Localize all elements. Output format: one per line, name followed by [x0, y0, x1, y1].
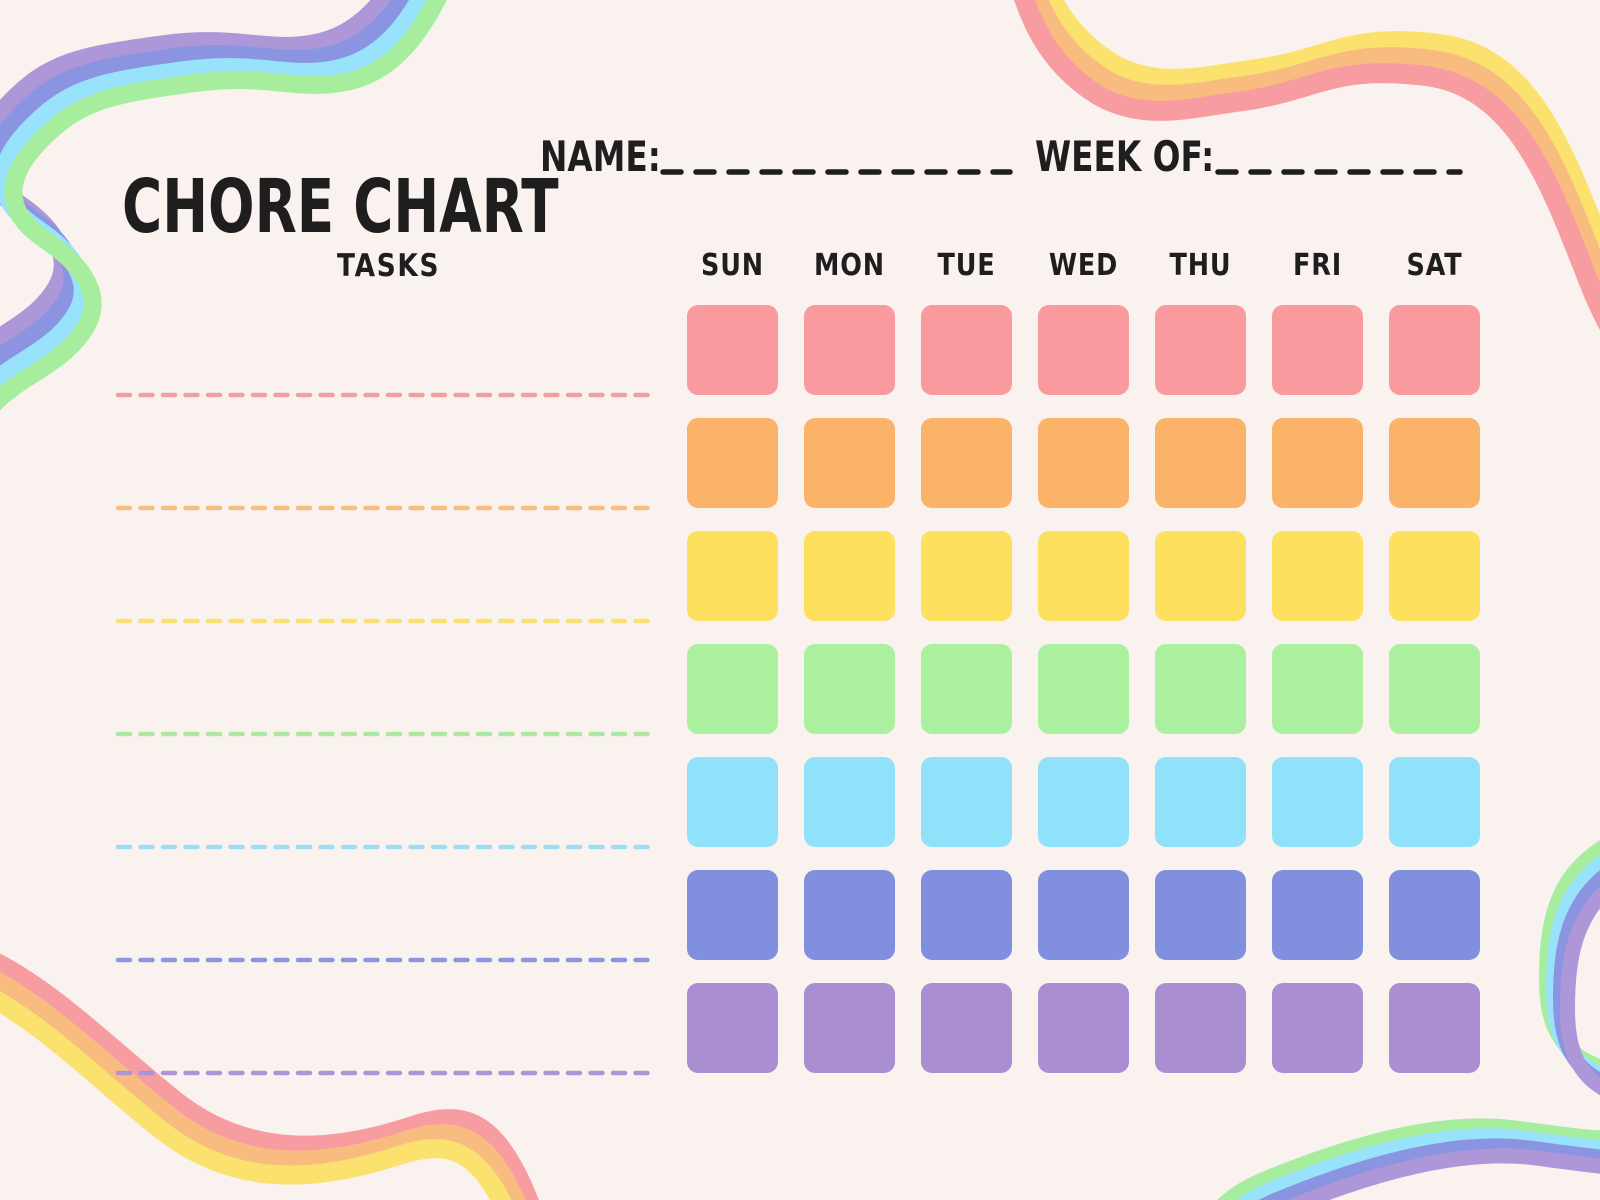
- chart-cell-row5-mon[interactable]: [804, 757, 895, 847]
- chart-cell-row7-mon[interactable]: [804, 983, 895, 1073]
- page-title: CHORE CHART: [122, 163, 559, 250]
- day-header-sat: SAT: [1406, 248, 1463, 283]
- chart-cell-row2-sun[interactable]: [687, 418, 778, 508]
- chart-cell-row3-wed[interactable]: [1038, 531, 1129, 621]
- chart-cell-row4-thu[interactable]: [1155, 644, 1246, 734]
- chart-cell-row6-wed[interactable]: [1038, 870, 1129, 960]
- chart-cell-row1-fri[interactable]: [1272, 305, 1363, 395]
- chart-cell-row4-fri[interactable]: [1272, 644, 1363, 734]
- chart-cell-row5-thu[interactable]: [1155, 757, 1246, 847]
- chart-cell-row7-tue[interactable]: [921, 983, 1012, 1073]
- tasks-column-header: TASKS: [337, 248, 441, 284]
- chart-cell-row7-wed[interactable]: [1038, 983, 1129, 1073]
- chart-cell-row7-thu[interactable]: [1155, 983, 1246, 1073]
- day-header-tue: TUE: [937, 248, 996, 283]
- chart-cell-row6-mon[interactable]: [804, 870, 895, 960]
- chart-cell-row2-wed[interactable]: [1038, 418, 1129, 508]
- chart-cell-row3-sat[interactable]: [1389, 531, 1480, 621]
- chart-cell-row4-wed[interactable]: [1038, 644, 1129, 734]
- day-header-sun: SUN: [701, 248, 764, 283]
- chart-cell-row2-mon[interactable]: [804, 418, 895, 508]
- chart-cell-row3-sun[interactable]: [687, 531, 778, 621]
- chart-cell-row4-sat[interactable]: [1389, 644, 1480, 734]
- ribbon-band-bottom-left-2: [0, 991, 512, 1200]
- chart-cell-row6-fri[interactable]: [1272, 870, 1363, 960]
- chore-grid: [687, 305, 1480, 1073]
- chart-cell-row1-thu[interactable]: [1155, 305, 1246, 395]
- day-header-fri: FRI: [1292, 248, 1343, 283]
- week-of-label: WEEK OF:: [1035, 132, 1215, 181]
- chart-cell-row7-sat[interactable]: [1389, 983, 1480, 1073]
- chart-cell-row5-wed[interactable]: [1038, 757, 1129, 847]
- chart-cell-row5-fri[interactable]: [1272, 757, 1363, 847]
- chart-cell-row3-fri[interactable]: [1272, 531, 1363, 621]
- chart-cell-row5-tue[interactable]: [921, 757, 1012, 847]
- chart-cell-row2-thu[interactable]: [1155, 418, 1246, 508]
- day-header-wed: WED: [1048, 248, 1119, 283]
- chart-cell-row1-sun[interactable]: [687, 305, 778, 395]
- chart-cell-row6-tue[interactable]: [921, 870, 1012, 960]
- chart-cell-row5-sat[interactable]: [1389, 757, 1480, 847]
- chart-cell-row6-sat[interactable]: [1389, 870, 1480, 960]
- day-header-thu: THU: [1169, 248, 1232, 283]
- chart-cell-row1-tue[interactable]: [921, 305, 1012, 395]
- chart-cell-row1-wed[interactable]: [1038, 305, 1129, 395]
- chart-cell-row4-mon[interactable]: [804, 644, 895, 734]
- ribbon-band-bottom-left-0: [0, 953, 539, 1200]
- chart-cell-row2-sat[interactable]: [1389, 418, 1480, 508]
- chart-cell-row7-fri[interactable]: [1272, 983, 1363, 1073]
- ribbon-band-bottom-left-1: [0, 972, 526, 1200]
- chart-cell-row3-tue[interactable]: [921, 531, 1012, 621]
- task-input-lines: [115, 392, 651, 1076]
- chart-cell-row3-mon[interactable]: [804, 531, 895, 621]
- chart-cell-row2-fri[interactable]: [1272, 418, 1363, 508]
- chart-cell-row6-sun[interactable]: [687, 870, 778, 960]
- chart-cell-row4-sun[interactable]: [687, 644, 778, 734]
- chart-cell-row3-thu[interactable]: [1155, 531, 1246, 621]
- chart-cell-row1-sat[interactable]: [1389, 305, 1480, 395]
- day-header-mon: MON: [814, 248, 885, 283]
- chart-cell-row7-sun[interactable]: [687, 983, 778, 1073]
- chart-cell-row1-mon[interactable]: [804, 305, 895, 395]
- chart-cell-row2-tue[interactable]: [921, 418, 1012, 508]
- chart-cell-row5-sun[interactable]: [687, 757, 778, 847]
- chart-cell-row6-thu[interactable]: [1155, 870, 1246, 960]
- name-label: NAME:: [540, 132, 661, 181]
- rainbow-ribbon-bottom-left: [0, 953, 539, 1200]
- chart-cell-row4-tue[interactable]: [921, 644, 1012, 734]
